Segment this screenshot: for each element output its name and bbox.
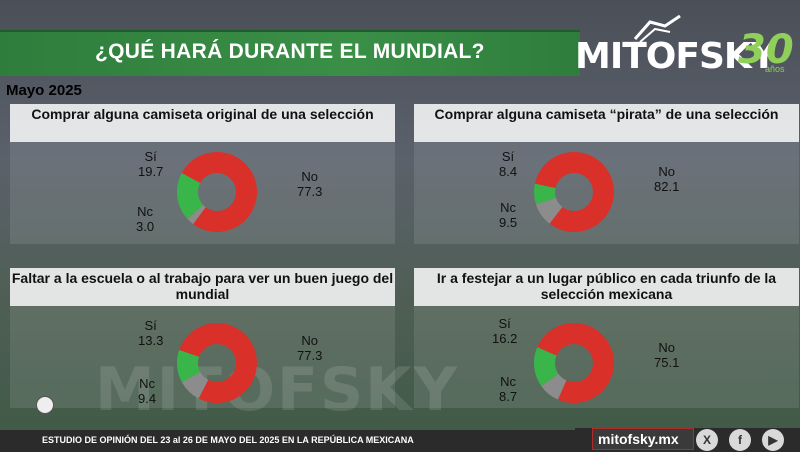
mitofsky-logo: MITOFSKY 30 años: [575, 14, 794, 79]
watermark: MITOFSKY: [95, 355, 460, 425]
label-no: No 77.3: [297, 333, 323, 363]
label-si: Sí 8.4: [499, 149, 518, 179]
chart-panel-3: Faltar a la escuela o al trabajo para ve…: [10, 268, 395, 408]
logo-word: MITOFSKY: [575, 36, 777, 77]
slice-no: [181, 152, 257, 232]
donut-chart: [177, 323, 257, 403]
website-link[interactable]: mitofsky.mx: [592, 428, 694, 450]
label-si: Sí 16.2: [492, 316, 518, 346]
chart-panel-4: Ir a festejar a un lugar público en cada…: [414, 268, 799, 408]
chart-title: Comprar alguna camiseta original de una …: [31, 106, 374, 122]
slice-si: [177, 349, 201, 383]
slice-si: [534, 347, 559, 386]
title-bar: ¿QUÉ HARÁ DURANTE EL MUNDIAL?: [0, 30, 580, 76]
label-no: No 82.1: [654, 164, 680, 194]
label-si: Sí 19.7: [138, 149, 164, 179]
page-title: ¿QUÉ HARÁ DURANTE EL MUNDIAL?: [95, 40, 485, 63]
label-nc: Nc 8.7: [499, 374, 518, 404]
label-nc: Nc 3.0: [136, 204, 155, 234]
study-note: ESTUDIO DE OPINIÓN DEL 23 al 26 DE MAYO …: [42, 435, 414, 445]
label-no: No 77.3: [297, 169, 323, 199]
slice-si: [177, 172, 204, 220]
slice-nc: [541, 373, 567, 400]
footer: ESTUDIO DE OPINIÓN DEL 23 al 26 DE MAYO …: [0, 430, 575, 452]
chart-title: Faltar a la escuela o al trabajo para ve…: [11, 270, 394, 302]
slice-no: [179, 323, 257, 403]
slice-nc: [187, 204, 206, 225]
label-si: Sí 13.3: [138, 318, 164, 348]
chart-panel-2: Comprar alguna camiseta “pirata” de una …: [414, 104, 799, 244]
runner-icon: [633, 14, 681, 43]
survey-date: Mayo 2025: [6, 82, 82, 99]
chart-title: Ir a festejar a un lugar público en cada…: [436, 270, 777, 302]
slice-nc: [181, 372, 209, 399]
logo-sub: años: [765, 64, 785, 74]
label-no: No 75.1: [654, 340, 680, 370]
logo-number: 30: [738, 27, 794, 73]
slice-si: [534, 183, 556, 205]
donut-chart: [534, 323, 614, 403]
slice-no: [537, 323, 614, 403]
x-icon[interactable]: X: [696, 429, 718, 451]
youtube-icon[interactable]: ▶: [762, 429, 784, 451]
label-nc: Nc 9.4: [138, 376, 157, 406]
soccer-ball-icon: [36, 396, 54, 414]
donut-chart: [177, 152, 257, 232]
donut-chart: [534, 152, 614, 232]
facebook-icon[interactable]: f: [729, 429, 751, 451]
label-nc: Nc 9.5: [499, 200, 518, 230]
chart-panel-1: Comprar alguna camiseta original de una …: [10, 104, 395, 244]
slice-nc: [535, 197, 563, 224]
slice-no: [534, 152, 614, 232]
chart-title: Comprar alguna camiseta “pirata” de una …: [434, 106, 779, 122]
